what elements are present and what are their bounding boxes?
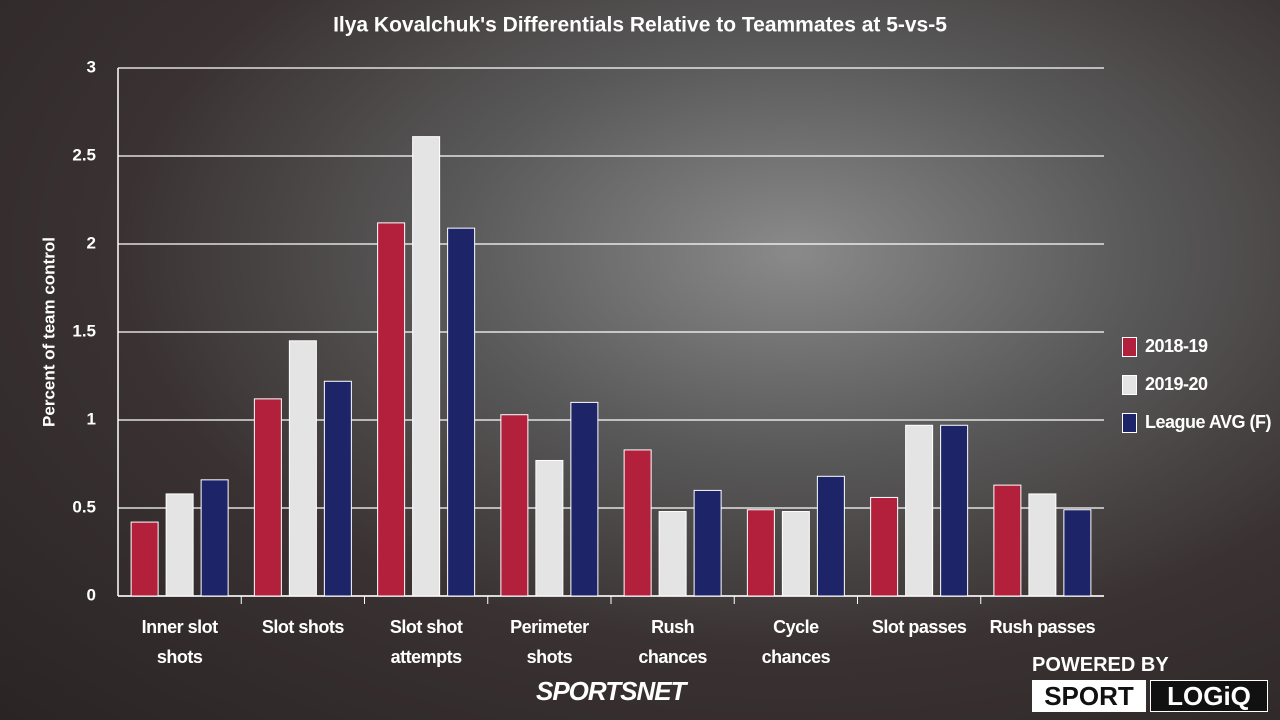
bar (693, 489, 722, 597)
legend-item: 2019-20 (1122, 374, 1208, 395)
bar (940, 424, 969, 597)
bar (165, 493, 194, 597)
logiq-logo: LOGiQ (1150, 680, 1268, 712)
bar (535, 459, 564, 597)
legend-item: 2018-19 (1122, 336, 1208, 357)
bar (200, 479, 229, 597)
bar (288, 340, 317, 597)
x-tick-label: Perimeter shots (510, 617, 589, 667)
bar (570, 401, 599, 597)
x-tick-label: Rush chances (638, 617, 707, 667)
legend-swatch (1122, 336, 1137, 357)
x-tick-label: Slot shots (261, 617, 345, 637)
bar (658, 511, 687, 597)
legend-label: 2018-19 (1145, 336, 1208, 356)
y-tick-label: 1 (87, 409, 96, 428)
x-tick-label: Rush passes (989, 617, 1096, 637)
x-tick-label: Slot passes (871, 617, 967, 637)
y-tick-label: 2 (87, 233, 96, 252)
bar (746, 509, 775, 597)
x-tick-label: Slot shot attempts (389, 617, 463, 667)
bar (1063, 509, 1092, 597)
x-tick-label: Inner slot shots (141, 617, 219, 667)
legend-label: 2019-20 (1145, 374, 1208, 394)
bar (993, 484, 1022, 597)
y-tick-label: 1.5 (72, 321, 96, 340)
y-tick-label: 2.5 (72, 145, 96, 164)
bar (412, 136, 441, 597)
bar (377, 222, 406, 597)
network-logo: SPORTSNET (536, 676, 686, 706)
bar (1028, 493, 1057, 597)
powered-by: POWERED BY (1032, 654, 1169, 676)
chart-title: Ilya Kovalchuk's Differentials Relative … (333, 14, 947, 37)
bar (323, 380, 352, 597)
y-tick-label: 0 (87, 585, 96, 604)
bar (781, 511, 810, 597)
bar (870, 496, 899, 597)
bar (905, 424, 934, 597)
y-tick-label: 3 (87, 57, 96, 76)
bar (447, 227, 476, 597)
legend-item: League AVG (F) (1122, 412, 1272, 433)
bar (130, 521, 159, 597)
y-axis-label: Percent of team control (39, 237, 58, 427)
bar (253, 398, 282, 597)
x-tick-label: Cycle chances (761, 617, 831, 667)
y-tick-label: 0.5 (72, 497, 96, 516)
bar (500, 414, 529, 597)
bar (623, 449, 652, 597)
legend-swatch (1122, 412, 1137, 433)
legend-label: League AVG (F) (1145, 412, 1272, 432)
legend-swatch (1122, 374, 1137, 395)
sport-logo: SPORT (1032, 680, 1146, 712)
bar (816, 475, 845, 597)
